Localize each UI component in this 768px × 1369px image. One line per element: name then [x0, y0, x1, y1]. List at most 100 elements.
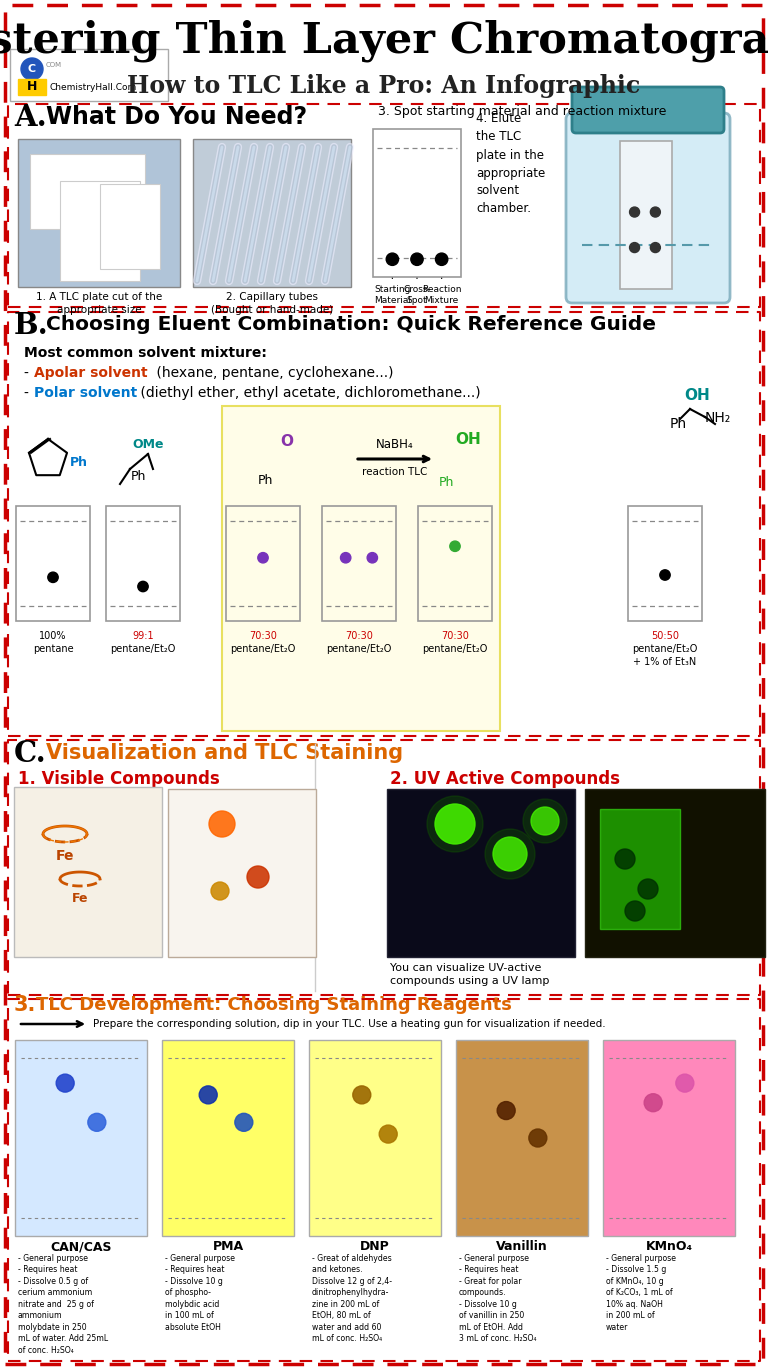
Text: OH: OH: [455, 431, 481, 446]
Text: Fe: Fe: [71, 893, 88, 905]
Text: What Do You Need?: What Do You Need?: [46, 105, 307, 129]
Text: (hexane, pentane, cyclohexane...): (hexane, pentane, cyclohexane...): [152, 366, 393, 381]
Circle shape: [630, 242, 640, 252]
Circle shape: [235, 1113, 253, 1131]
Circle shape: [48, 572, 58, 582]
Bar: [15, 1040, 147, 1236]
Circle shape: [529, 1129, 547, 1147]
Circle shape: [644, 1094, 662, 1112]
Bar: [418, 507, 492, 622]
Bar: [222, 407, 500, 731]
Circle shape: [625, 901, 645, 921]
Circle shape: [638, 879, 658, 899]
Circle shape: [199, 1086, 217, 1103]
Text: Cross-
Spot: Cross- Spot: [403, 285, 431, 305]
Text: Ph: Ph: [439, 476, 454, 490]
Text: NH₂: NH₂: [705, 411, 731, 424]
Circle shape: [88, 1113, 106, 1131]
Text: 70:30: 70:30: [345, 631, 373, 641]
Bar: [226, 507, 300, 622]
Bar: [30, 153, 145, 229]
Bar: [373, 129, 461, 277]
Text: Mastering Thin Layer Chromatography: Mastering Thin Layer Chromatography: [0, 19, 768, 62]
Circle shape: [258, 553, 268, 563]
Circle shape: [209, 810, 235, 836]
Bar: [387, 789, 575, 957]
Text: KMnO₄: KMnO₄: [645, 1240, 693, 1253]
Text: Apolar solvent: Apolar solvent: [34, 366, 147, 381]
Circle shape: [353, 1086, 371, 1103]
Text: (diethyl ether, ethyl acetate, dichloromethane...): (diethyl ether, ethyl acetate, dichlorom…: [136, 386, 481, 400]
Circle shape: [435, 804, 475, 845]
Text: OH: OH: [684, 389, 710, 404]
Text: How to TLC Like a Pro: An Infographic: How to TLC Like a Pro: An Infographic: [127, 74, 641, 99]
Text: Ph: Ph: [257, 475, 273, 487]
Bar: [106, 507, 180, 622]
Text: pentane/Et₂O: pentane/Et₂O: [326, 643, 392, 654]
Circle shape: [531, 806, 559, 835]
Bar: [309, 1040, 441, 1236]
Text: ChemistryHall.Com: ChemistryHall.Com: [50, 82, 137, 92]
Text: 3. Spot starting material and reaction mixture: 3. Spot starting material and reaction m…: [378, 105, 667, 119]
Text: 2. Capillary tubes
(Bought or hand-made): 2. Capillary tubes (Bought or hand-made): [211, 292, 333, 315]
Text: 50:50: 50:50: [651, 631, 679, 641]
Circle shape: [367, 553, 378, 563]
Text: O: O: [116, 845, 124, 854]
Text: pentane/Et₂O: pentane/Et₂O: [230, 643, 296, 654]
Bar: [60, 181, 140, 281]
Text: Ph: Ph: [131, 470, 146, 482]
Bar: [162, 1040, 294, 1236]
Text: Vanillin: Vanillin: [496, 1240, 548, 1253]
Text: TLC Development: Choosing Staining Reagents: TLC Development: Choosing Staining Reage…: [36, 997, 512, 1014]
Circle shape: [56, 1075, 74, 1092]
Text: - Great of aldehydes
and ketones.
Dissolve 12 g of 2,4-
dinitrophenylhydra-
zine: - Great of aldehydes and ketones. Dissol…: [312, 1254, 392, 1343]
Text: Choosing Eluent Combination: Quick Reference Guide: Choosing Eluent Combination: Quick Refer…: [46, 315, 656, 334]
Bar: [100, 183, 160, 268]
Bar: [16, 507, 90, 622]
Text: Fe: Fe: [56, 849, 74, 862]
Text: Polar solvent: Polar solvent: [34, 386, 137, 400]
Text: 4. Elute
the TLC
plate in the
appropriate
solvent
chamber.: 4. Elute the TLC plate in the appropriat…: [476, 112, 545, 215]
Text: pentane/Et₂O: pentane/Et₂O: [632, 643, 697, 654]
Text: Most common solvent mixture:: Most common solvent mixture:: [24, 346, 266, 360]
Text: B.: B.: [14, 311, 48, 340]
Bar: [10, 49, 168, 101]
Text: - General purpose
- Requires heat
- Dissolve 10 g
of phospho-
molybdic acid
in 1: - General purpose - Requires heat - Diss…: [165, 1254, 235, 1332]
Circle shape: [21, 57, 43, 79]
Text: ‖: ‖: [131, 847, 135, 858]
Bar: [600, 809, 680, 930]
Circle shape: [450, 541, 460, 552]
Text: + 1% of Et₃N: + 1% of Et₃N: [634, 657, 697, 667]
Text: 1. Visible Compounds: 1. Visible Compounds: [18, 769, 220, 789]
Text: A.: A.: [14, 103, 47, 131]
Circle shape: [523, 799, 567, 843]
Bar: [585, 789, 765, 957]
Circle shape: [650, 207, 660, 218]
Bar: [193, 140, 351, 287]
Circle shape: [340, 553, 351, 563]
Bar: [14, 787, 162, 957]
Text: CAN/CAS: CAN/CAS: [50, 1240, 112, 1253]
Text: COM: COM: [46, 62, 62, 68]
Text: OMe: OMe: [132, 438, 164, 450]
Circle shape: [493, 836, 527, 871]
Text: 70:30: 70:30: [441, 631, 469, 641]
Circle shape: [485, 830, 535, 879]
Text: 70:30: 70:30: [249, 631, 277, 641]
Text: PMA: PMA: [213, 1240, 243, 1253]
Circle shape: [435, 253, 448, 266]
Bar: [322, 507, 396, 622]
Text: Reaction
Mixture: Reaction Mixture: [422, 285, 462, 305]
Text: You can visualize UV-active
compounds using a UV lamp: You can visualize UV-active compounds us…: [390, 962, 549, 986]
Bar: [620, 141, 672, 289]
Bar: [18, 140, 180, 287]
FancyBboxPatch shape: [572, 88, 724, 133]
Circle shape: [630, 207, 640, 218]
Circle shape: [497, 1102, 515, 1120]
Circle shape: [411, 253, 423, 266]
Text: 2. UV Active Compounds: 2. UV Active Compounds: [390, 769, 620, 789]
Text: 100%: 100%: [39, 631, 67, 641]
Bar: [18, 79, 46, 94]
Text: - General purpose
- Requires heat
- Dissolve 0.5 g of
cerium ammonium
nitrate an: - General purpose - Requires heat - Diss…: [18, 1254, 108, 1354]
Text: Ph: Ph: [670, 418, 687, 431]
